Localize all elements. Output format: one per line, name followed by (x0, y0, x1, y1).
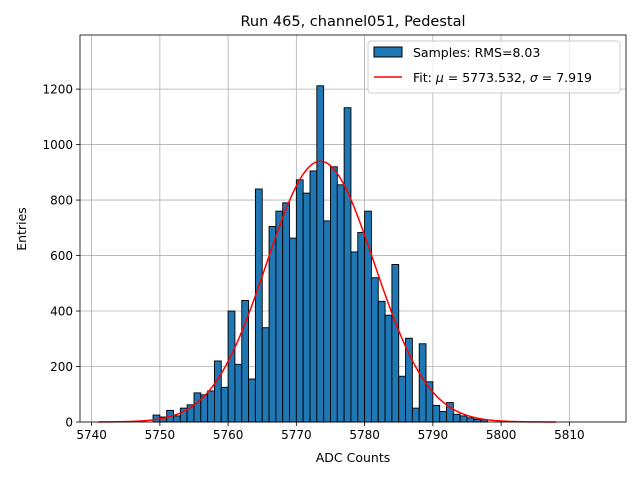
x-tick-label: 5750 (145, 428, 176, 442)
histogram-bar (207, 390, 215, 423)
histogram-bar (411, 407, 420, 423)
chart-title: Run 465, channel051, Pedestal (240, 14, 465, 30)
legend-fit-label: Fit: μ = 5773.532, σ = 7.919 (413, 70, 592, 85)
histogram-bar (193, 392, 202, 423)
legend-histogram-label: Samples: RMS=8.03 (413, 45, 540, 60)
histogram-bar (330, 166, 338, 423)
histogram-bar (336, 184, 345, 423)
histogram-bar (452, 413, 461, 423)
fit-curve (98, 160, 556, 423)
plot-frame (79, 34, 627, 423)
histogram-bar (432, 404, 441, 423)
histogram-bar (289, 237, 297, 423)
histogram-bar (220, 386, 229, 423)
histogram-bar (268, 225, 277, 423)
histogram-bar (377, 300, 386, 423)
histogram-bar (384, 314, 393, 423)
histogram-bar (370, 277, 379, 423)
histogram-bar (309, 170, 318, 423)
histogram-bar (466, 417, 475, 423)
histogram-bar (254, 188, 263, 423)
histogram-bar (302, 192, 311, 423)
histogram-bar (261, 327, 270, 423)
histogram-bar (439, 411, 447, 423)
histogram-bar (323, 220, 331, 423)
histogram-bar (350, 251, 359, 423)
histogram-bar (405, 337, 413, 423)
y-tick-label: 200 (50, 360, 73, 374)
histogram-bar (248, 378, 256, 423)
x-axis-ticks: 5740 5750 5760 5770 5780 5790 5800 5810 (76, 422, 585, 442)
legend-histogram-swatch (373, 46, 403, 58)
histogram-bar (316, 85, 325, 423)
histogram-bar (282, 202, 290, 423)
x-tick-label: 5740 (76, 428, 107, 442)
y-tick-label: 600 (50, 249, 73, 263)
x-tick-label: 5790 (418, 428, 449, 442)
legend-box (367, 40, 621, 94)
histogram-bar (275, 210, 284, 423)
x-tick-label: 5760 (213, 428, 244, 442)
histogram-bar (295, 179, 304, 423)
y-tick-label: 400 (50, 305, 73, 319)
histogram-bar (227, 310, 236, 423)
legend: Samples: RMS=8.03 Fit: μ = 5773.532, σ =… (367, 40, 621, 94)
x-tick-label: 5800 (486, 428, 517, 442)
histogram-bar (391, 263, 400, 423)
y-tick-label: 1200 (42, 83, 73, 97)
y-tick-label: 1000 (42, 138, 73, 152)
y-tick-label: 800 (50, 194, 73, 208)
x-tick-label: 5810 (554, 428, 585, 442)
histogram-bar (234, 363, 243, 423)
x-tick-label: 5770 (281, 428, 312, 442)
histogram-bar (398, 375, 407, 423)
histogram-bar (459, 415, 468, 423)
histogram-bar (173, 415, 181, 423)
x-tick-label: 5780 (349, 428, 380, 442)
histogram-bar (357, 232, 366, 423)
histogram-bar (214, 360, 222, 423)
histogram-bar (343, 107, 352, 423)
x-axis-label: ADC Counts (316, 450, 391, 465)
histogram-bar (473, 418, 482, 423)
y-tick-label: 0 (65, 416, 73, 430)
y-axis-label: Entries (14, 207, 29, 251)
y-axis-ticks: 0 200 400 600 800 1000 1200 (42, 83, 80, 430)
